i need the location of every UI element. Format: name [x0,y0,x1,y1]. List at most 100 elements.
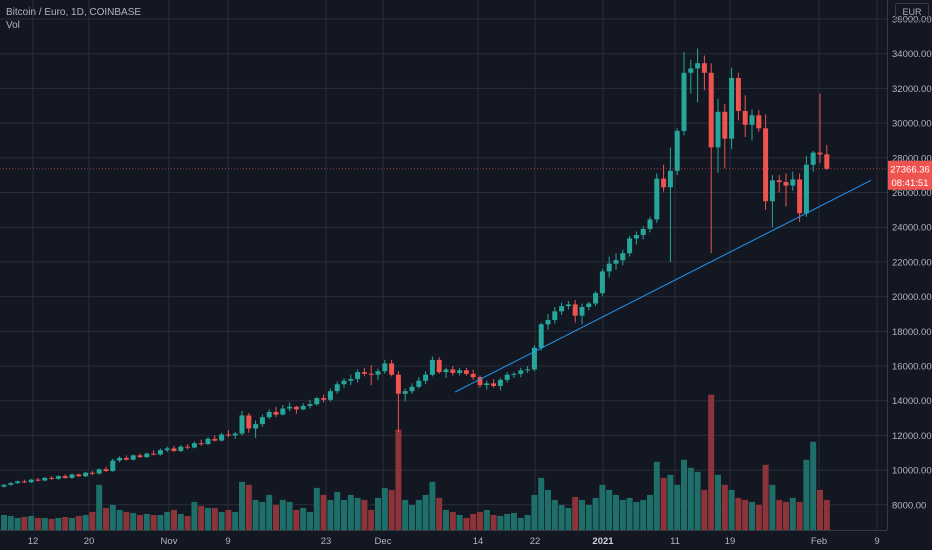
volume-bar [62,516,69,530]
candle-body [361,372,367,374]
candle-body [327,391,333,400]
time-tick-label: 2021 [592,536,614,547]
volume-bar [524,514,531,530]
candle-body [266,411,272,418]
volume-bar [116,509,123,530]
volume-bar [245,484,252,530]
trendline[interactable] [454,179,872,393]
candle-body [1,484,7,487]
candle-body [314,398,320,405]
candle-body [96,469,102,474]
candle-body [8,483,14,485]
candle-body [688,68,694,73]
volume-bar [395,429,402,530]
volume-bar [266,494,273,530]
volume-bar [361,499,368,530]
candle-body [300,405,306,410]
candle-body [667,170,673,188]
volume-indicator-label[interactable]: Vol [6,20,20,31]
candle-body [756,115,762,129]
candle-body [35,479,41,481]
time-tick-label: 9 [874,536,879,547]
candle-body [463,370,469,374]
candle-body [69,474,75,478]
volume-bar [443,509,449,530]
volume-bar [313,487,320,530]
volume-bar [28,515,35,530]
candle-body [627,238,633,254]
candle-body [729,77,735,139]
candle-body [735,77,741,111]
time-tick-label: Nov [161,536,178,547]
time-tick-label: Dec [375,536,392,547]
bar-countdown: 08:41:51 [892,178,929,189]
volume-bar [796,501,803,530]
candle-body [565,304,571,307]
candle-body [722,111,728,139]
candle-body [219,434,225,441]
candle-body [55,476,61,479]
volume-bar [307,511,313,530]
candle-body [606,263,612,272]
volume-bar [749,501,755,530]
volume-bar [599,484,606,530]
candle-body [402,391,408,394]
volume-bar [143,513,150,530]
candle-body [423,374,429,381]
volume-bar [531,494,538,530]
symbol-title[interactable]: Bitcoin / Euro, 1D, COINBASE [6,7,142,18]
volume-bar [225,509,232,530]
volume-bar [456,514,463,530]
volume-bar [490,514,497,530]
time-tick-label: 22 [530,536,541,547]
candle-body [287,406,293,409]
volume-bar [783,501,789,530]
volume-bar [803,459,810,530]
candle-body [776,180,782,183]
candle-body [103,469,109,471]
candle-body [674,130,680,171]
volume-bar [286,501,293,530]
volume-bar [232,511,239,530]
volume-bar [579,499,585,530]
candle-body [321,398,327,400]
candle-body [334,384,340,392]
volume-bar [810,441,817,530]
candle-body [518,370,524,374]
candle-body [83,472,89,477]
volume-bar [150,514,157,530]
candle-body [416,380,422,387]
candle-body [429,359,435,375]
time-axis[interactable]: 12 20 Nov 9 23 Dec 14 22 2021 11 19 Feb 9 [28,536,880,547]
volume-bar [354,497,361,530]
last-price-label-bg [888,160,932,190]
volume-bar [715,474,721,530]
price-tick-label: 16000.00 [892,362,932,373]
volume-bar [626,497,633,530]
time-tick-label: Feb [811,536,827,547]
candle-body [42,477,48,481]
volume-bar [164,511,171,530]
volume-bar [483,509,490,530]
volume-bar [477,511,483,530]
drawings[interactable] [454,179,872,393]
candle-body [620,253,626,261]
candle-body [586,303,592,308]
price-axis[interactable]: 36000.0034000.0032000.0030000.0028000.00… [892,15,932,512]
volume-bar [96,484,103,530]
candle-body [559,306,565,312]
candle-body [599,271,605,294]
volume-bar [613,494,619,530]
volume-bar [368,509,375,530]
candle-body [232,433,238,436]
volume-bar [653,461,660,530]
candle-body [123,457,129,460]
currency-label[interactable]: EUR [895,3,929,21]
volume-bar [592,497,599,530]
volume-bar [817,489,823,530]
volume-bar [327,499,334,530]
candle-body [117,457,123,461]
candle-body [273,411,279,415]
